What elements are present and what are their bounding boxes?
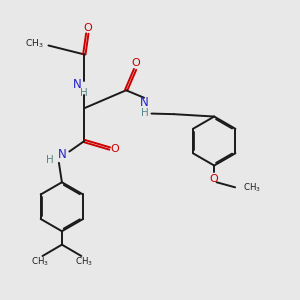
Text: H: H <box>80 88 88 98</box>
Text: CH$_3$: CH$_3$ <box>75 255 93 268</box>
Text: H: H <box>141 108 148 118</box>
Text: N: N <box>58 148 66 161</box>
Text: H: H <box>46 155 54 166</box>
Text: O: O <box>210 174 219 184</box>
Text: O: O <box>83 22 92 33</box>
Text: CH$_3$: CH$_3$ <box>31 255 49 268</box>
Text: O: O <box>111 144 119 154</box>
Text: N: N <box>74 78 82 91</box>
Text: O: O <box>131 58 140 68</box>
Text: CH$_3$: CH$_3$ <box>243 182 260 194</box>
Text: CH$_3$: CH$_3$ <box>26 38 44 50</box>
Text: N: N <box>140 96 148 109</box>
